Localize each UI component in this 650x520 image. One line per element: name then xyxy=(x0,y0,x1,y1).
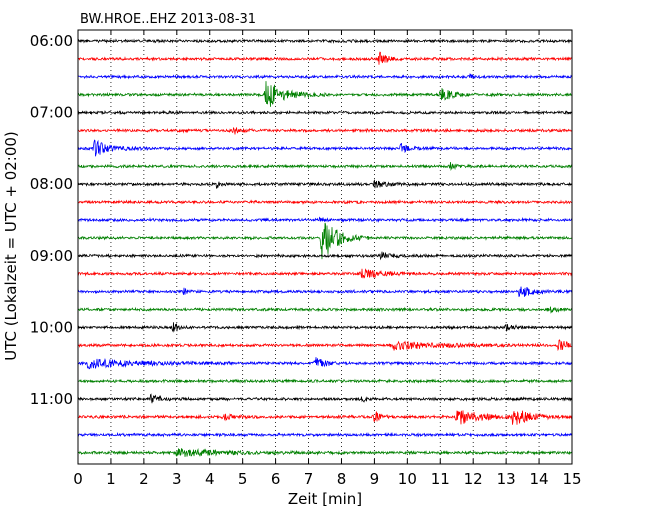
seismogram-trace xyxy=(77,378,573,385)
seismogram-trace xyxy=(77,410,573,425)
y-tick-label: 11:00 xyxy=(30,390,73,408)
seismogram-trace xyxy=(77,357,573,370)
seismogram-trace xyxy=(77,139,573,157)
x-tick-label: 3 xyxy=(172,470,182,488)
seismogram-trace xyxy=(77,109,573,116)
seismogram-trace xyxy=(77,251,573,261)
seismogram-trace xyxy=(77,306,573,314)
x-tick-label: 13 xyxy=(497,470,516,488)
x-tick-label: 2 xyxy=(139,470,149,488)
x-tick-label: 5 xyxy=(238,470,248,488)
x-tick-label: 1 xyxy=(106,470,116,488)
x-tick-label: 9 xyxy=(370,470,380,488)
plot-frame xyxy=(77,29,573,465)
y-tick-label: 08:00 xyxy=(30,175,73,193)
seismogram-trace xyxy=(78,222,573,260)
x-tick-label: 11 xyxy=(431,470,450,488)
y-axis-label: UTC (Lokalzeit = UTC + 02:00) xyxy=(2,131,20,361)
x-axis-ticks: 0 1 2 3 4 5 6 7 8 9 10 11 12 13 14 15 xyxy=(73,30,582,488)
x-tick-label: 12 xyxy=(464,470,483,488)
x-tick-label: 6 xyxy=(271,470,281,488)
seismogram-trace xyxy=(77,339,573,352)
seismogram-trace xyxy=(77,447,573,457)
chart-title: BW.HROE..EHZ 2013-08-31 xyxy=(80,12,256,27)
vertical-grid-lines xyxy=(110,30,540,464)
seismogram-trace xyxy=(77,38,573,44)
seismogram-trace xyxy=(77,161,573,171)
x-tick-label: 0 xyxy=(73,470,83,488)
x-axis-label: Zeit [min] xyxy=(288,490,362,508)
seismogram-trace xyxy=(77,51,573,65)
y-axis-ticks: 06:00 07:00 08:00 09:00 10:00 11:00 xyxy=(30,32,572,408)
seismogram-trace xyxy=(77,393,573,404)
seismogram-traces xyxy=(77,38,573,457)
seismogram-trace xyxy=(78,199,572,206)
x-tick-label: 7 xyxy=(304,470,314,488)
seismogram-trace xyxy=(77,81,573,107)
seismogram-trace xyxy=(77,179,573,189)
x-tick-label: 14 xyxy=(530,470,549,488)
seismogram-trace xyxy=(77,286,573,298)
seismogram-trace xyxy=(77,431,573,438)
seismogram-trace xyxy=(77,216,573,223)
seismogram-trace xyxy=(77,322,573,333)
x-tick-label: 4 xyxy=(205,470,215,488)
y-tick-label: 09:00 xyxy=(30,247,73,265)
y-tick-label: 06:00 xyxy=(30,32,73,50)
y-tick-label: 07:00 xyxy=(30,104,73,122)
seismogram-trace xyxy=(77,73,573,80)
y-tick-label: 10:00 xyxy=(30,318,73,336)
seismogram-trace xyxy=(77,268,573,279)
x-tick-label: 8 xyxy=(337,470,347,488)
x-tick-label: 15 xyxy=(562,470,581,488)
x-tick-label: 10 xyxy=(398,470,417,488)
seismogram-trace xyxy=(77,127,573,135)
